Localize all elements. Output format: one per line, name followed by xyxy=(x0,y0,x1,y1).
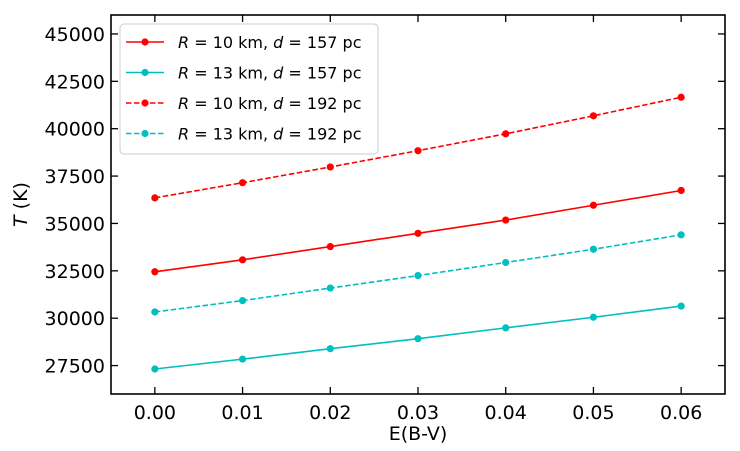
legend-marker xyxy=(141,68,149,77)
series-1-point xyxy=(414,335,422,343)
x-tick-label: 0.01 xyxy=(221,402,263,424)
series-0-point xyxy=(326,242,334,251)
series-3-point xyxy=(677,231,685,239)
series-1-point xyxy=(677,302,685,310)
y-axis-label: T (K) xyxy=(10,182,32,227)
series-0-point xyxy=(677,186,685,195)
y-axis-label-symbol: T xyxy=(10,214,32,227)
series-1-point xyxy=(589,313,598,321)
x-tick-label: 0.05 xyxy=(572,402,614,424)
series-1-point xyxy=(238,355,247,363)
legend-marker xyxy=(141,129,149,138)
series-3-point xyxy=(238,296,247,305)
x-tick-label: 0.02 xyxy=(309,402,351,424)
legend-label: R = 10 km, d = 192 pc xyxy=(178,94,361,113)
y-tick-label: 45000 xyxy=(45,24,105,46)
y-tick-label: 35000 xyxy=(45,213,105,235)
y-tick-label: 27500 xyxy=(45,356,105,378)
series-3-point xyxy=(414,271,422,280)
plot-frame xyxy=(110,14,726,395)
y-axis-label-unit: (K) xyxy=(10,182,32,209)
series-1-point xyxy=(151,365,159,373)
ticks-layer: 0.00 0.01 0.02 0.03 0.04 0.05 0.06 27500 30000 32… xyxy=(45,15,725,424)
series-0-point xyxy=(502,216,510,224)
series-3-point xyxy=(589,245,598,253)
legend-marker xyxy=(141,38,149,46)
legend-label: R = 13 km, d = 157 pc xyxy=(178,64,361,83)
y-tick-label: 37500 xyxy=(45,166,105,188)
series-layer xyxy=(151,93,685,373)
legend-label: R = 10 km, d = 157 pc xyxy=(178,33,361,52)
x-tick-label: 0.06 xyxy=(660,402,702,424)
y-tick-label: 30000 xyxy=(45,308,105,330)
y-tick-label: 32500 xyxy=(45,261,105,283)
series-2-point xyxy=(326,163,334,171)
legend-label: R = 13 km, d = 192 pc xyxy=(178,125,361,144)
legend: R = 10 km, d = 157 pc R = 13 km, d = 157 … xyxy=(119,23,379,155)
series-2-point xyxy=(151,194,159,202)
x-tick-label: 0.03 xyxy=(397,402,439,424)
series-0-point xyxy=(414,229,422,237)
series-1-point xyxy=(326,345,334,353)
y-tick-label: 42500 xyxy=(45,71,105,93)
legend-marker xyxy=(141,99,149,107)
series-3-point xyxy=(502,258,510,267)
series-0-point xyxy=(238,256,247,264)
series-2-point xyxy=(589,112,598,120)
series-0-point xyxy=(589,201,598,209)
series-0-point xyxy=(151,268,159,276)
series-3-point xyxy=(326,284,334,292)
series-2-point xyxy=(677,93,685,101)
series-1-point xyxy=(502,324,510,332)
y-tick-label: 40000 xyxy=(45,119,105,141)
x-tick-label: 0.00 xyxy=(134,402,176,424)
series-2-point xyxy=(502,130,510,138)
series-2-point xyxy=(238,179,247,187)
series-3-point xyxy=(151,308,159,316)
x-tick-label: 0.04 xyxy=(485,402,527,424)
legend-box xyxy=(119,23,379,155)
x-axis-label: E(B-V) xyxy=(389,423,448,445)
series-2-point xyxy=(414,147,422,155)
